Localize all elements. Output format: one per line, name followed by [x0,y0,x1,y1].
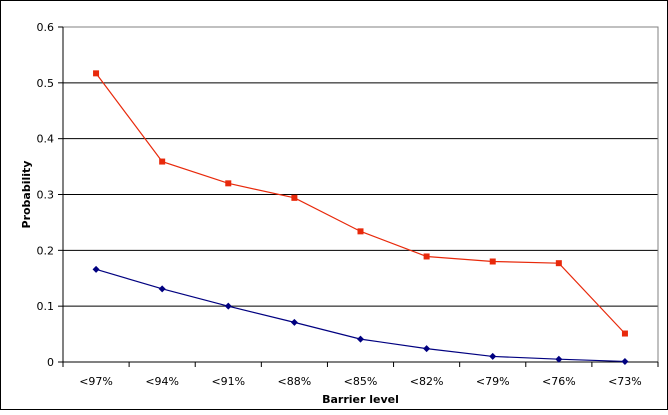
series-layer [92,70,629,365]
data-point-square [555,260,562,267]
data-point-diamond [621,357,629,365]
data-point-square [93,70,100,77]
x-tick-label: <82% [410,375,444,388]
x-tick-label: <91% [211,375,245,388]
y-tick-label: 0.6 [37,21,55,34]
x-axis-title: Barrier level [322,393,399,406]
data-point-square [159,158,166,165]
data-point-square [225,180,232,187]
data-point-square [621,330,628,337]
y-tick-label: 0.1 [37,300,55,313]
series-1 [93,70,628,337]
data-point-diamond [423,345,431,353]
y-tick-label: 0.2 [37,244,55,257]
y-tick-label: 0 [47,356,54,369]
series-2 [92,265,629,365]
y-tick-label: 0.3 [37,189,55,202]
data-point-diamond [92,265,100,273]
x-tick-label: <88% [278,375,312,388]
data-point-square [489,258,496,265]
x-tick-label: <73% [608,375,642,388]
data-point-square [357,228,364,235]
y-axis-title: Probability [20,161,33,229]
data-point-diamond [555,355,563,363]
data-point-diamond [489,352,497,360]
axes: 0 0.1 0.2 0.3 0.4 0.5 0.6 <97% <94% <91% <88% <85% <… [37,21,659,388]
data-point-diamond [357,335,364,343]
y-tick-label: 0.5 [37,77,55,90]
data-point-diamond [158,285,166,293]
x-tick-label: <97% [79,375,113,388]
data-point-square [291,194,298,201]
data-point-diamond [224,302,232,310]
x-tick-label: <76% [542,375,576,388]
data-point-diamond [290,318,298,326]
data-point-square [423,253,430,260]
y-tick-label: 0.4 [37,133,55,146]
x-tick-label: <85% [344,375,378,388]
x-tick-label: <94% [145,375,179,388]
x-tick-label: <79% [476,375,510,388]
